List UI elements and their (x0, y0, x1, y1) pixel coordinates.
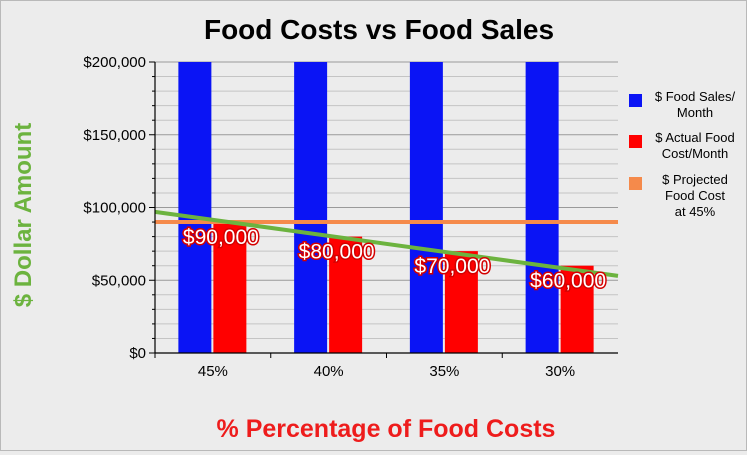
bar (525, 62, 559, 353)
data-label: $80,000 (299, 241, 375, 264)
x-tick-label: 45% (198, 363, 228, 380)
bar (178, 62, 212, 353)
y-tick-label: $150,000 (83, 127, 146, 144)
axes-layer (149, 61, 618, 358)
x-tick-label: 35% (429, 363, 459, 380)
y-tick-label: $100,000 (83, 200, 146, 217)
y-tick-label: $0 (129, 345, 146, 362)
legend-swatch (629, 94, 642, 107)
bar (409, 62, 443, 353)
data-label: $60,000 (530, 270, 606, 293)
lines-layer (154, 209, 619, 278)
legend-label: $ Actual Food Cost/Month (655, 130, 735, 161)
bar (329, 236, 363, 353)
x-tick-label: 30% (545, 363, 575, 380)
legend: $ Food Sales/Month $ Actual Food Cost/Mont… (629, 89, 735, 219)
legend-label: $ Projected Food Cost at 45% (662, 172, 728, 219)
trend-line (154, 209, 619, 278)
legend-label: $ Food Sales/Month (655, 89, 736, 120)
bar (560, 265, 594, 353)
y-tick-label: $200,000 (83, 54, 146, 71)
legend-swatch (629, 135, 642, 148)
tick-labels-layer: $0 $50,000 $100,000 $150,000 $200,000 45% 40% 3… (83, 54, 575, 380)
x-axis-label: % Percentage of Food Costs (217, 415, 556, 443)
data-label: $90,000 (183, 226, 259, 249)
data-labels-layer: $90,000 $80,000 $70,000 $60,000 (181, 225, 607, 295)
bar (444, 251, 478, 353)
x-tick-label: 40% (314, 363, 344, 380)
bars-layer (178, 62, 594, 353)
data-label: $70,000 (414, 255, 490, 278)
bar (294, 62, 328, 353)
chart-title: Food Costs vs Food Sales (204, 14, 554, 45)
y-axis-label: $ Dollar Amount (10, 123, 37, 307)
y-tick-label: $50,000 (92, 272, 146, 289)
legend-swatch (629, 177, 642, 190)
bar (213, 222, 247, 353)
